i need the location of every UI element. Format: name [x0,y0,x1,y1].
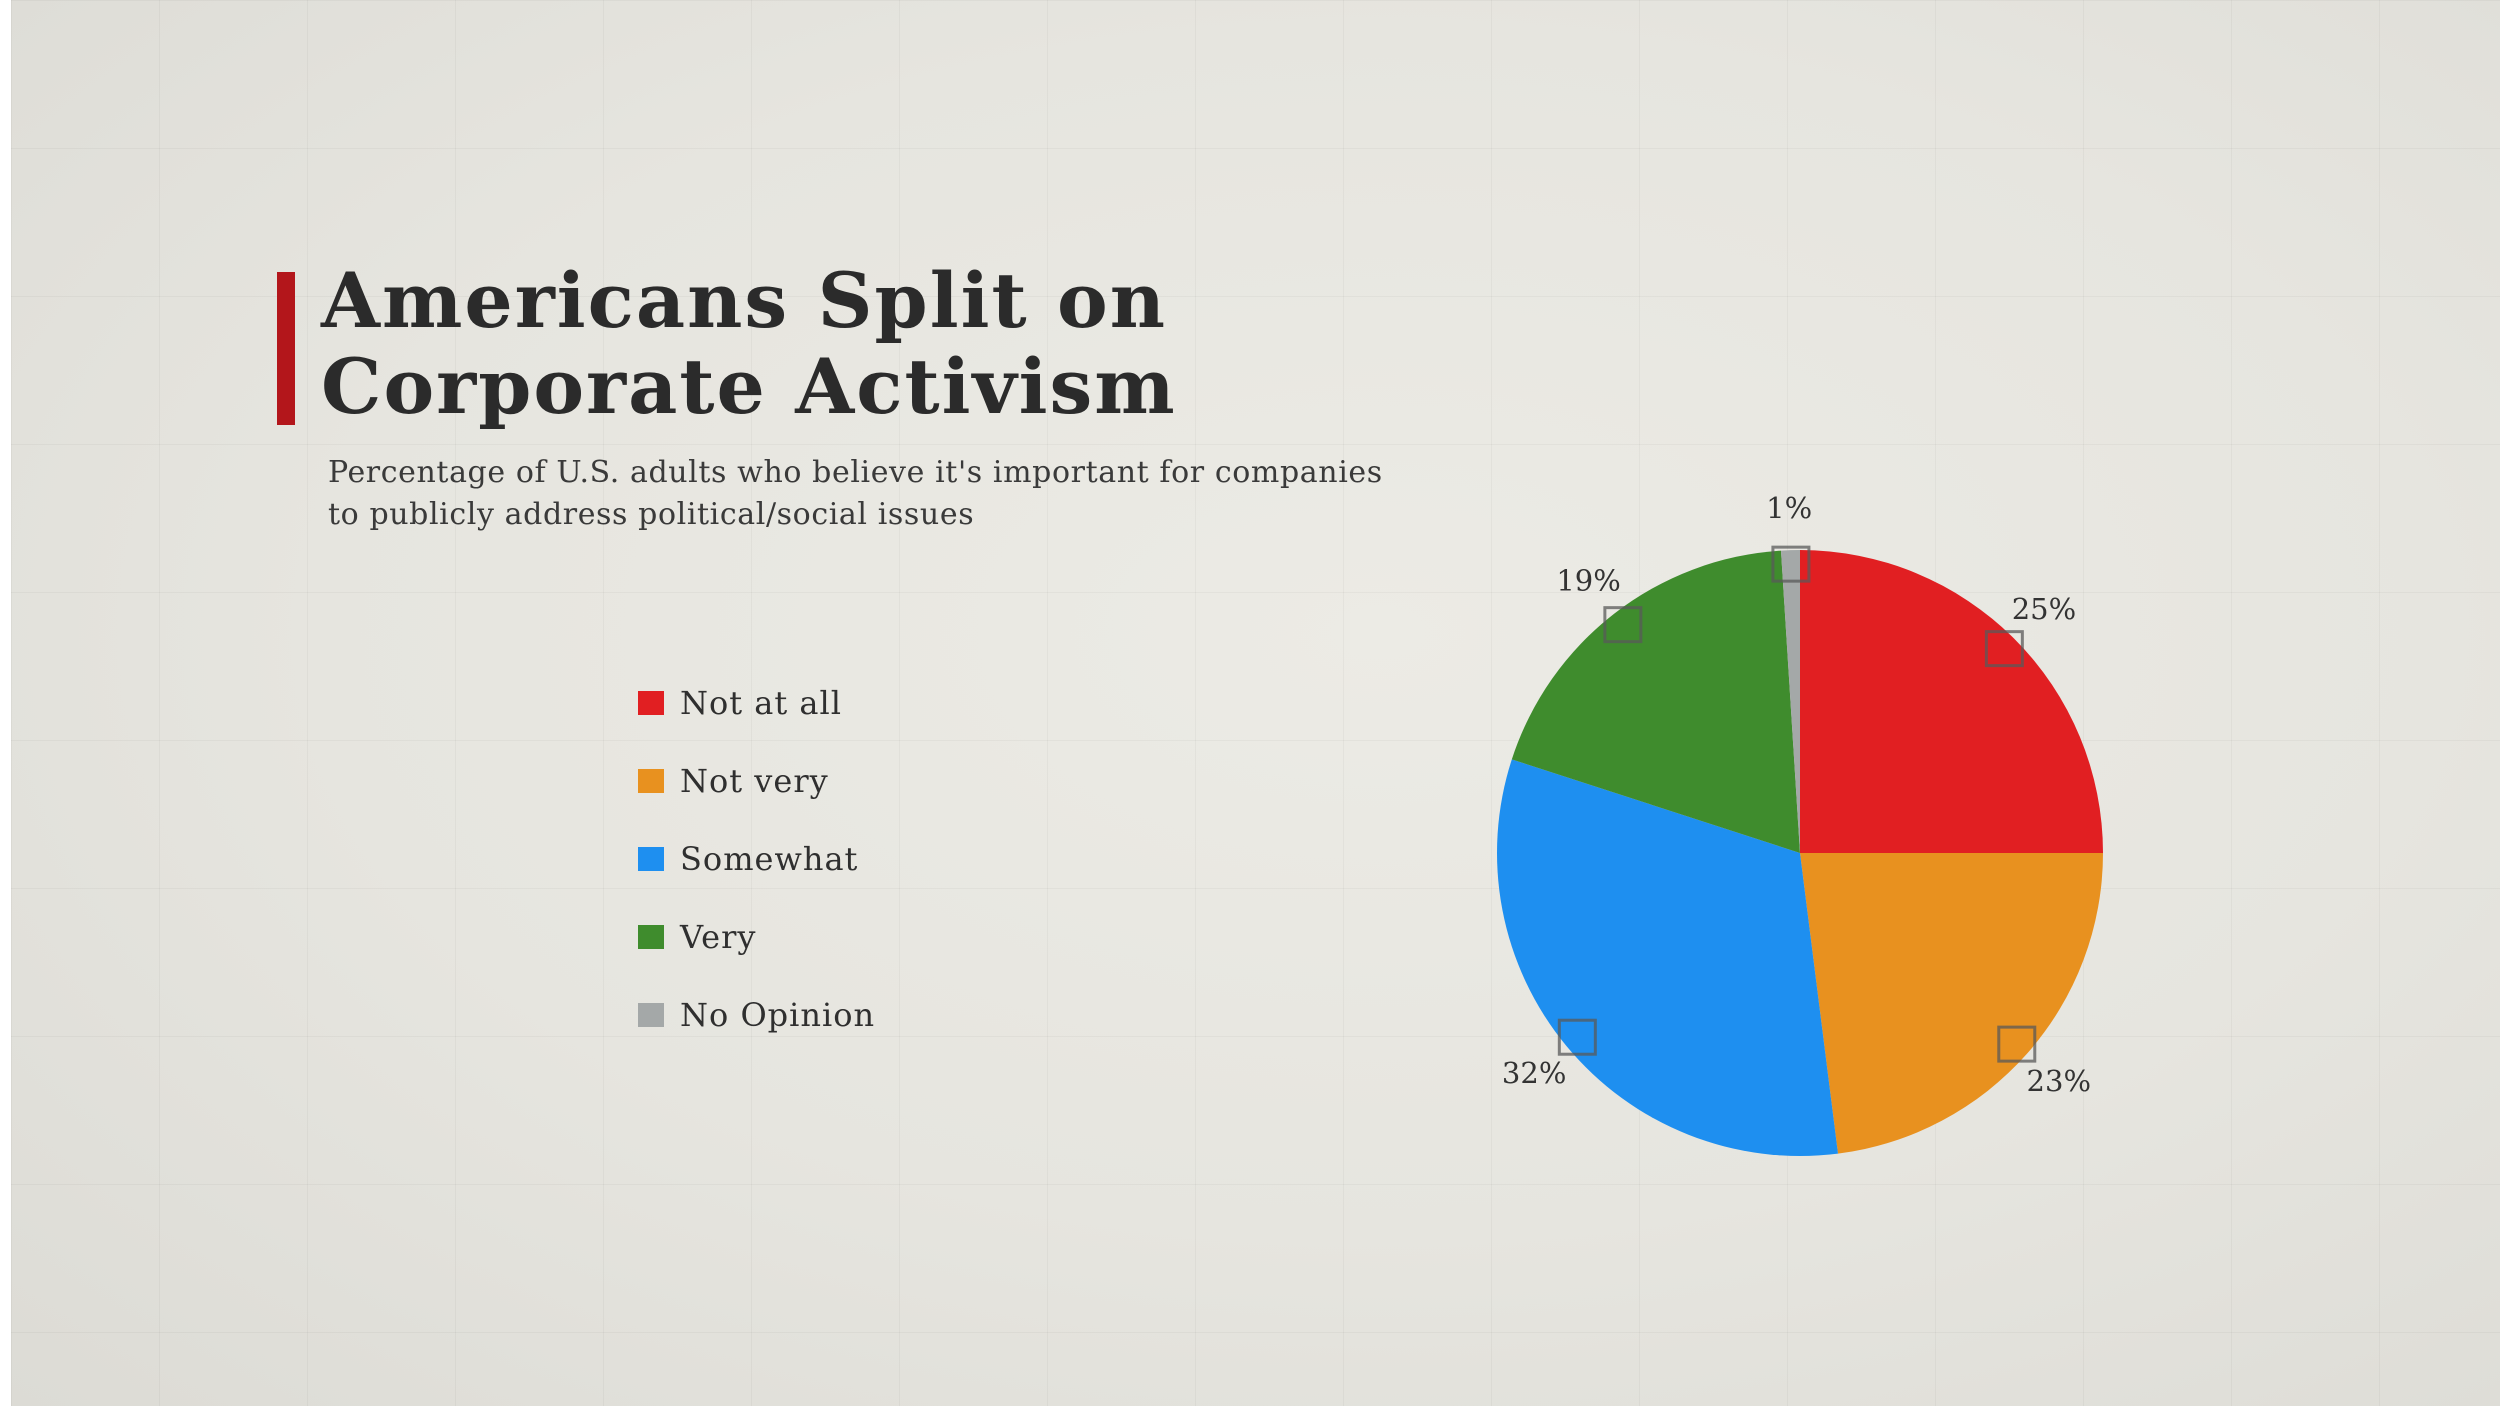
pie-slice [1800,853,2103,1154]
pie-slice [1800,550,2103,853]
chart-subtitle: Percentage of U.S. adults who believe it… [328,455,1383,532]
legend-label: Not very [680,762,829,800]
slice-marker [1771,545,1811,583]
legend-label: Not at all [680,684,842,722]
slice-marker [1603,606,1643,644]
title-accent-bar [277,272,295,425]
slice-marker [1997,1025,2037,1063]
legend-swatch [638,847,664,871]
pie-chart: 25% 23% 32% 19% 1% [1497,491,2103,1156]
legend-item: Not very [638,742,875,820]
chart-legend: Not at all Not very Somewhat Very No Opinion [638,664,875,1054]
legend-swatch [638,691,664,715]
slice-label: 23% [2027,1064,2091,1098]
pie-slice [1780,550,1800,853]
legend-label: No Opinion [680,996,876,1034]
slice-label: 19% [1556,563,1620,597]
slice-marker [1557,1018,1597,1056]
legend-label: Very [680,918,757,956]
legend-swatch [638,925,664,949]
legend-label: Somewhat [680,840,859,878]
legend-swatch [638,769,664,793]
slice-label: 25% [2012,592,2076,626]
legend-item: Very [638,898,875,976]
chart-canvas: Americans Split on Corporate Activism Pe… [11,0,2500,1406]
chart-title: Americans Split on Corporate Activism [321,256,1177,431]
slice-label: 32% [1502,1056,1566,1090]
pie-slice [1497,759,1838,1156]
pie-slice [1511,550,1800,853]
legend-item: Not at all [638,664,875,742]
legend-item: Somewhat [638,820,875,898]
legend-swatch [638,1003,664,1027]
slice-label: 1% [1766,491,1812,525]
slice-marker [1984,630,2024,668]
legend-item: No Opinion [638,976,875,1054]
